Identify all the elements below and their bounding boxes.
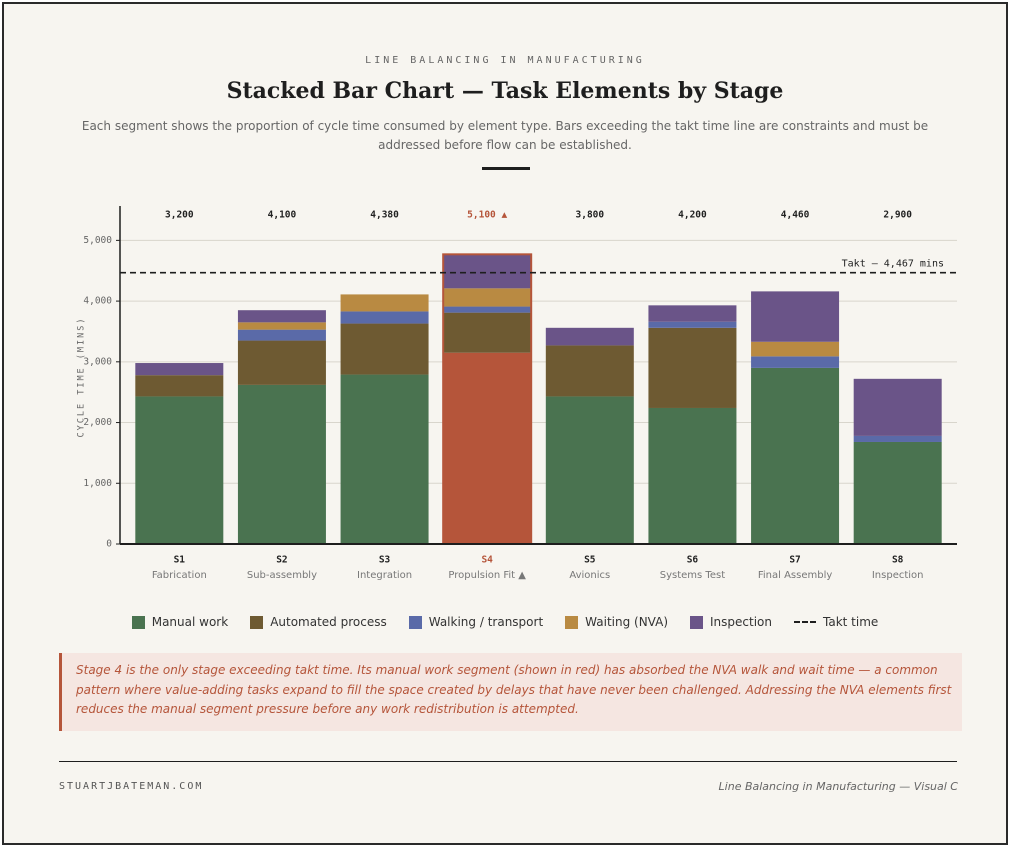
bar-segment	[237, 384, 326, 544]
legend-label: Manual work	[151, 615, 229, 629]
legend-swatch	[250, 615, 264, 629]
bar-segment	[648, 321, 737, 328]
legend-label: Waiting (NVA)	[585, 615, 669, 629]
legend: Manual work Automated process Walking / tr…	[4, 615, 1006, 629]
y-tick-label: 1,000	[83, 478, 112, 489]
y-tick-label: 2,000	[83, 417, 112, 428]
category-name: Avionics	[569, 570, 611, 581]
category-name: Inspection	[871, 570, 924, 581]
bar-segment	[751, 367, 840, 544]
category-name: Systems Test	[659, 570, 726, 581]
footer-left: STUARTJBATEMAN.COM	[59, 781, 204, 792]
y-tick-label: 5,000	[83, 235, 112, 246]
x-tick-label: S2	[276, 555, 287, 566]
x-tick-label: S6	[687, 555, 699, 566]
total-label: 4,460	[781, 210, 810, 221]
legend-item: Inspection	[690, 615, 772, 629]
x-tick-label: S3	[379, 555, 391, 566]
legend-item: Waiting (NVA)	[565, 615, 668, 629]
x-tick-label: S1	[174, 555, 186, 566]
total-label: 3,800	[576, 210, 605, 221]
category-name: Integration	[357, 570, 413, 581]
legend-label: Walking / transport	[428, 615, 544, 629]
y-axis-label: CYCLE TIME (MINS)	[77, 317, 87, 438]
bar-segment	[751, 341, 840, 357]
bar-segment	[340, 311, 429, 324]
bar-segment	[648, 305, 737, 322]
bar-segment	[751, 356, 840, 368]
category-name: Sub-assembly	[246, 570, 317, 581]
bar-segment	[135, 396, 224, 544]
bar-segment	[237, 322, 326, 330]
bar-segment	[443, 306, 532, 313]
legend-label: Automated process	[270, 615, 387, 629]
bar-segment	[853, 378, 942, 436]
y-tick-label: 0	[106, 539, 112, 550]
y-tick-label: 4,000	[83, 296, 112, 307]
footer-right: Line Balancing in Manufacturing — Visual…	[718, 780, 958, 793]
bar-segment	[545, 327, 634, 346]
total-label: 3,200	[165, 210, 194, 221]
x-tick-label: S5	[584, 555, 596, 566]
takt-label: Takt — 4,467 mins	[842, 259, 944, 270]
annotation: Stage 4 is the only stage exceeding takt…	[59, 653, 962, 731]
bar-segment	[443, 352, 532, 544]
chart: 0 1,000 2,000 3,000 4,000 5,000 CYCLE TIME (MI…	[77, 206, 957, 566]
bar-segment	[340, 323, 429, 375]
bar-segment	[340, 294, 429, 312]
category-name: Final Assembly	[757, 570, 833, 581]
bar-segment	[443, 254, 532, 289]
bar-segment	[648, 407, 737, 544]
category-name: Propulsion Fit ▲	[448, 570, 526, 581]
total-label: 2,900	[883, 210, 912, 221]
x-tick-label: S7	[789, 555, 800, 566]
legend-swatch	[408, 615, 422, 629]
legend-item: Automated process	[250, 615, 387, 629]
legend-item: Manual work	[131, 615, 229, 629]
y-tick-label: 3,000	[83, 356, 112, 367]
legend-swatch	[565, 615, 579, 629]
bar-segment	[648, 327, 737, 408]
bar-segment	[237, 340, 326, 385]
chart-title: Stacked Bar Chart — Task Elements by Sta…	[226, 78, 784, 104]
footer-rule	[59, 761, 957, 762]
x-tick-label: S8	[892, 555, 904, 566]
legend-item: Takt time	[794, 615, 878, 629]
total-label: 4,380	[370, 210, 399, 221]
legend-label: Takt time	[823, 615, 879, 629]
legend-swatch	[690, 615, 704, 629]
legend-item: Walking / transport	[408, 615, 544, 629]
divider	[482, 167, 530, 170]
x-tick-label: S4	[481, 555, 493, 566]
legend-swatch	[794, 621, 816, 623]
total-label: 5,100 ▲	[467, 210, 507, 221]
subtitle: Each segment shows the proportion of cyc…	[81, 119, 929, 152]
bar-segment	[853, 435, 942, 442]
total-label: 4,200	[678, 210, 707, 221]
total-label: 4,100	[268, 210, 297, 221]
eyebrow: LINE BALANCING IN MANUFACTURING	[365, 55, 645, 66]
bar-segment	[545, 396, 634, 544]
bar-segment	[135, 375, 224, 397]
bar-segment	[443, 312, 532, 353]
bar-segment	[135, 363, 224, 376]
bar-segment	[545, 345, 634, 397]
bar-segment	[340, 374, 429, 544]
bar-segment	[751, 291, 840, 342]
category-name: Fabrication	[151, 570, 207, 581]
bar-segment	[237, 329, 326, 341]
bar-segment	[443, 288, 532, 307]
legend-label: Inspection	[710, 615, 772, 629]
legend-swatch	[131, 615, 145, 629]
bar-segment	[853, 441, 942, 544]
bar-segment	[237, 310, 326, 323]
